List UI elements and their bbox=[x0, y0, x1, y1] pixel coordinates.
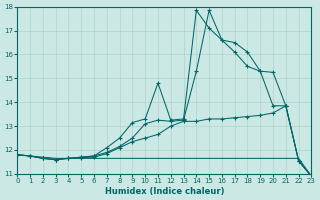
X-axis label: Humidex (Indice chaleur): Humidex (Indice chaleur) bbox=[105, 187, 224, 196]
